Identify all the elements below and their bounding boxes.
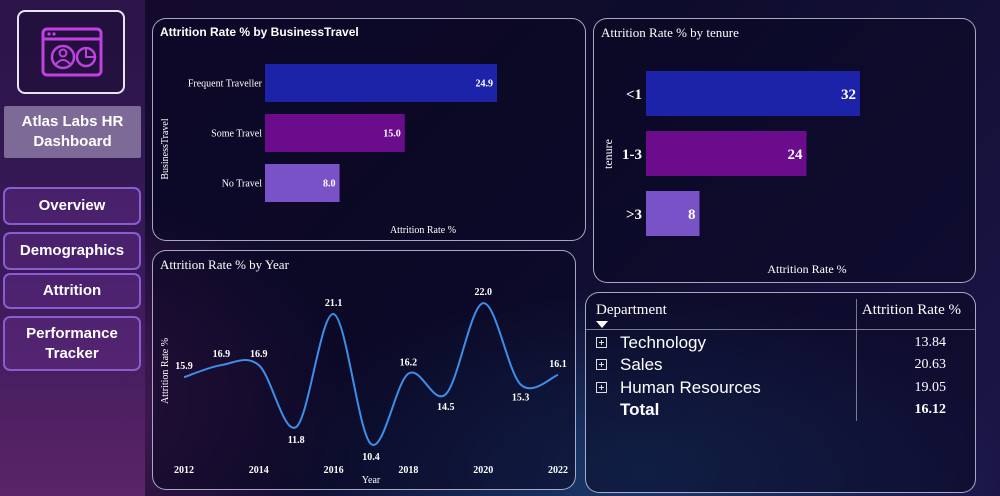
travel-chart-title: Attrition Rate % by BusinessTravel — [160, 25, 359, 39]
bar[interactable] — [265, 164, 340, 202]
row-department: Human Resources — [620, 378, 761, 397]
category-label: Some Travel — [211, 129, 262, 140]
table-total-row: Total 16.12 — [596, 400, 954, 422]
bar[interactable] — [646, 131, 807, 176]
bar[interactable] — [646, 191, 700, 236]
x-tick-label: 2016 — [324, 465, 344, 476]
year-ylabel: Attrition Rate % — [160, 338, 171, 404]
data-label: 21.1 — [325, 298, 343, 309]
x-tick-label: 2022 — [548, 465, 568, 476]
expand-icon[interactable] — [596, 337, 607, 348]
data-label: 16.9 — [213, 349, 231, 360]
tenure-chart-panel: Attrition Rate % by tenure tenure Attrit… — [593, 18, 976, 283]
data-label: 15.3 — [512, 393, 529, 404]
data-label: 15.9 — [175, 361, 193, 372]
logo-box — [17, 10, 125, 94]
dashboard-profile-icon — [41, 27, 103, 77]
nav-attrition-button[interactable]: Attrition — [3, 273, 141, 309]
data-label: 10.4 — [362, 452, 380, 463]
data-label: 22.0 — [474, 287, 492, 298]
row-department: Sales — [620, 355, 663, 374]
year-line-chart: Attrition Rate % Year 15.9 16.9 16.9 11.8 21… — [160, 287, 568, 486]
data-label: 14.5 — [437, 402, 455, 413]
app-title: Atlas Labs HR Dashboard — [4, 106, 141, 158]
travel-xlabel: Attrition Rate % — [390, 225, 456, 236]
category-label: Frequent Traveller — [188, 79, 263, 90]
nav-demographics-button[interactable]: Demographics — [3, 232, 141, 270]
tenure-xlabel: Attrition Rate % — [767, 262, 846, 276]
category-label: <1 — [626, 87, 642, 103]
col-rate-header[interactable]: Attrition Rate % — [861, 302, 961, 318]
x-tick-label: 2012 — [174, 465, 194, 476]
col-department-header[interactable]: Department — [596, 302, 667, 318]
travel-ylabel: BusinessTravel — [160, 118, 171, 180]
data-label: 16.2 — [400, 358, 418, 369]
data-label: 24.9 — [476, 79, 494, 90]
data-label: 16.9 — [250, 349, 267, 360]
travel-bar-chart: BusinessTravel Attrition Rate % Frequent… — [160, 64, 497, 236]
row-department: Technology — [620, 333, 707, 352]
x-tick-label: 2014 — [249, 465, 269, 476]
year-xlabel: Year — [362, 475, 381, 486]
tenure-ylabel: tenure — [601, 139, 615, 169]
header-divider — [586, 329, 975, 330]
bar[interactable] — [646, 71, 860, 116]
row-rate: 13.84 — [914, 335, 947, 350]
expand-icon[interactable] — [596, 382, 607, 393]
x-tick-label: 2018 — [398, 465, 418, 476]
total-value: 16.12 — [914, 402, 947, 417]
data-label: 8 — [688, 207, 696, 223]
x-tick-label: 2020 — [473, 465, 493, 476]
data-label: 32 — [841, 87, 856, 103]
expand-icon[interactable] — [596, 359, 607, 370]
bar[interactable] — [265, 64, 497, 102]
sort-down-icon[interactable] — [596, 321, 608, 329]
sidebar: Atlas Labs HR Dashboard Overview Demogra… — [0, 0, 145, 496]
nav-overview-button[interactable]: Overview — [3, 187, 141, 225]
data-label: 8.0 — [323, 179, 336, 190]
year-chart-panel: Attrition Rate % by Year Attrition Rate … — [152, 250, 576, 490]
data-label: 24 — [788, 147, 804, 163]
column-divider — [856, 299, 857, 421]
total-label: Total — [620, 400, 660, 419]
row-rate: 20.63 — [914, 357, 947, 372]
bar[interactable] — [265, 114, 405, 152]
table-row[interactable]: Sales 20.63 — [596, 355, 954, 377]
data-label: 16.1 — [549, 359, 567, 370]
data-label: 11.8 — [288, 435, 305, 446]
data-label: 15.0 — [383, 129, 401, 140]
tenure-bar-chart: tenure Attrition Rate % <1 32 1-3 24 >3 8 — [601, 71, 860, 276]
category-label: No Travel — [222, 179, 263, 190]
table-row[interactable]: Technology 13.84 — [596, 333, 954, 355]
table-row[interactable]: Human Resources 19.05 — [596, 378, 954, 400]
department-table-panel: Department Attrition Rate % Technology 1… — [585, 292, 976, 493]
category-label: >3 — [626, 207, 642, 223]
year-chart-title: Attrition Rate % by Year — [160, 257, 289, 272]
nav-performance-tracker-button[interactable]: Performance Tracker — [3, 316, 141, 371]
series-line[interactable] — [183, 302, 559, 446]
travel-chart-panel: Attrition Rate % by BusinessTravel Busin… — [152, 18, 586, 241]
tenure-chart-title: Attrition Rate % by tenure — [601, 25, 739, 40]
category-label: 1-3 — [622, 147, 642, 163]
row-rate: 19.05 — [914, 380, 947, 395]
